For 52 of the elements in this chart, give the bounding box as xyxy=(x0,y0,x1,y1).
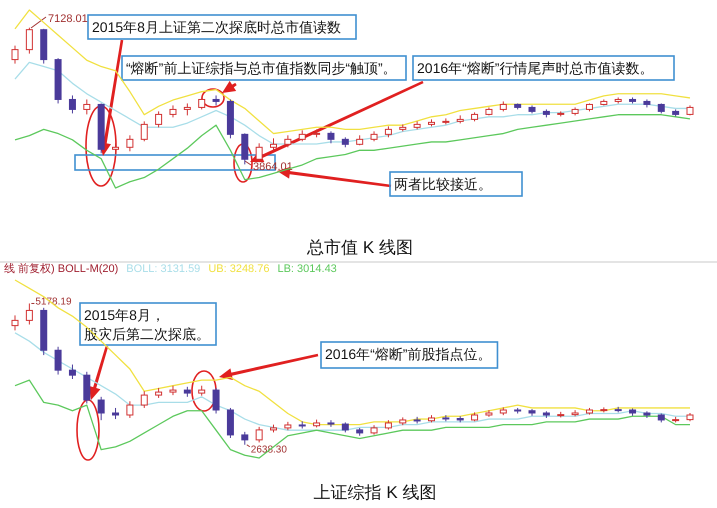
candlestick xyxy=(155,387,162,398)
candlestick xyxy=(155,110,162,128)
candlestick xyxy=(126,134,134,152)
candlestick xyxy=(327,130,334,144)
candlestick xyxy=(356,134,364,146)
candlestick xyxy=(140,390,148,408)
candlestick xyxy=(284,134,292,148)
candlestick xyxy=(370,424,378,436)
candlestick xyxy=(212,94,220,106)
candlestick xyxy=(112,407,120,420)
candlestick xyxy=(342,422,349,433)
candlestick xyxy=(270,138,278,152)
candlestick xyxy=(184,102,191,116)
text: 总市值 K 线图 xyxy=(306,238,413,257)
candlestick xyxy=(256,426,263,443)
annotation: 2015年8月上证第二次探底时总市值读数 xyxy=(92,19,341,35)
candlestick xyxy=(370,130,378,142)
candlestick xyxy=(169,104,176,118)
candlestick xyxy=(169,385,176,396)
candlestick xyxy=(500,100,507,112)
candlestick xyxy=(83,98,90,115)
candlestick xyxy=(26,27,33,54)
candlestick xyxy=(126,400,134,418)
candlestick xyxy=(342,136,349,148)
text: BOLL: 3131.59 xyxy=(126,263,200,275)
candlestick xyxy=(256,142,263,163)
text: UB: 3248.76 xyxy=(208,263,270,275)
text: LB: 3014.43 xyxy=(277,263,337,275)
annotation: 2016年“熔断”行情尾声时总市值读数。 xyxy=(417,60,654,76)
candlestick xyxy=(140,120,148,142)
candlestick xyxy=(686,104,694,116)
text: 上证综指 K 线图 xyxy=(314,483,436,502)
candlestick xyxy=(26,302,33,325)
candlestick xyxy=(658,102,665,114)
candlestick xyxy=(98,396,105,421)
candlestick xyxy=(68,364,76,380)
candlestick xyxy=(212,387,220,414)
candlestick xyxy=(298,130,306,142)
candlestick xyxy=(12,314,18,331)
text: 两者比较接近。 xyxy=(394,176,492,192)
candlestick xyxy=(12,45,18,64)
candlestick xyxy=(198,385,206,396)
chart-subtitle: 线 前复权) BOLL-M(20) xyxy=(4,262,118,275)
annotation: “熔断”前上证综指与总市值指数同步“触顶”。 xyxy=(126,60,397,76)
candlestick xyxy=(112,142,120,155)
candlestick xyxy=(384,126,392,138)
candlestick xyxy=(198,96,206,110)
candlestick xyxy=(68,94,76,114)
candlestick xyxy=(184,386,191,398)
annotation: 2016年“熔断”前股指点位。 xyxy=(325,346,492,362)
candlestick xyxy=(54,346,62,376)
candlestick xyxy=(384,420,392,430)
